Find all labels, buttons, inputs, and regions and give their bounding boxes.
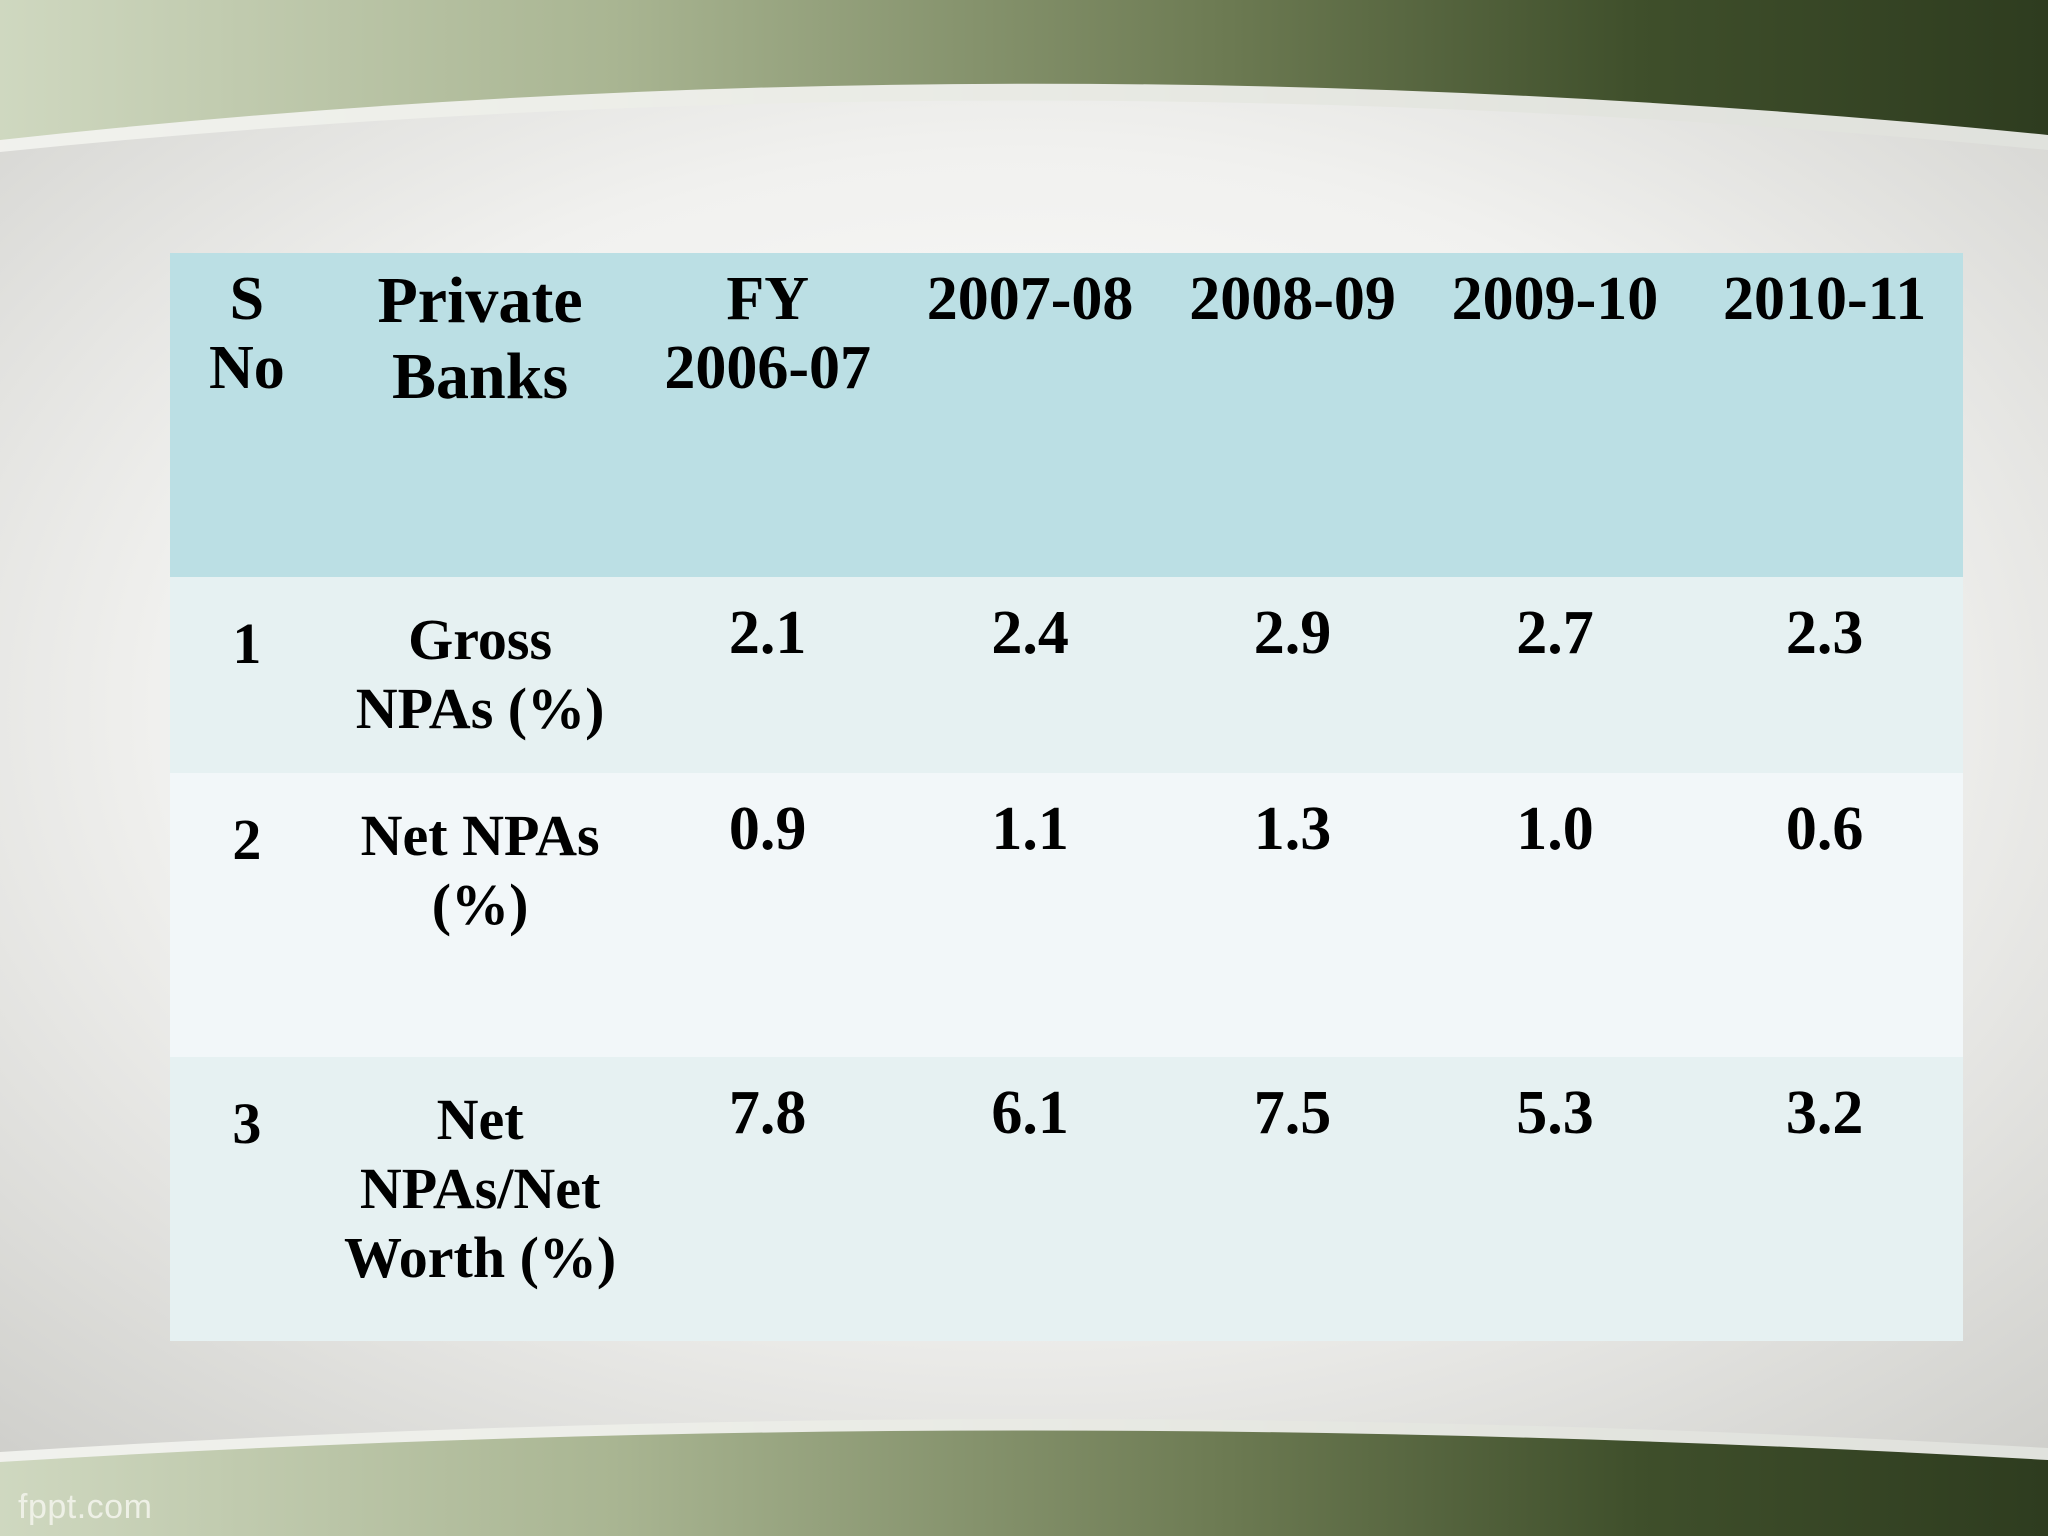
header-2008-09: 2008-09: [1189, 265, 1396, 333]
header-private-banks: Private Banks: [324, 253, 637, 577]
cell-value: 3.2: [1785, 1079, 1864, 1147]
row-label-line: (%): [431, 872, 529, 937]
row-label: Net NPAs/Net Worth (%): [324, 1057, 637, 1341]
cell-value: 2.4: [991, 599, 1069, 667]
header-fy-2006-07: FY 2006-07: [636, 253, 898, 577]
header-fy-line: 2006-07: [664, 334, 871, 402]
cell-value: 0.6: [1785, 795, 1864, 863]
row-label: Net NPAs (%): [324, 773, 637, 1057]
row-sno: 2: [232, 807, 262, 872]
cell-value: 2.9: [1253, 599, 1332, 667]
header-name-line: Banks: [392, 340, 569, 413]
watermark-text: fppt.com: [18, 1488, 153, 1526]
header-fy-line: FY: [726, 265, 809, 333]
table-header-row: S No Private Banks FY 2006-07 2007-08 20…: [170, 253, 1963, 577]
cell-value: 7.5: [1253, 1079, 1332, 1147]
row-label-line: Net: [436, 1087, 524, 1152]
row-label-line: NPAs/Net: [359, 1156, 601, 1221]
header-sno-line: S: [229, 265, 265, 333]
header-2010-11: 2010-11: [1722, 265, 1927, 333]
table-row: 3 Net NPAs/Net Worth (%) 7.8 6.1 7.5 5.3…: [170, 1057, 1963, 1341]
cell-value: 6.1: [991, 1079, 1069, 1147]
row-sno: 1: [232, 611, 262, 676]
header-name-line: Private: [377, 264, 583, 337]
cell-value: 2.3: [1785, 599, 1864, 667]
header-sno-line: No: [208, 334, 285, 402]
row-label-line: Worth (%): [343, 1225, 617, 1290]
cell-value: 1.1: [991, 795, 1069, 863]
cell-value: 2.7: [1516, 599, 1594, 667]
row-label-line: Gross: [408, 607, 553, 672]
table-row: 2 Net NPAs (%) 0.9 1.1 1.3 1.0 0.6: [170, 773, 1963, 1057]
cell-value: 2.1: [728, 599, 807, 667]
row-label-line: NPAs (%): [355, 676, 605, 741]
cell-value: 1.3: [1253, 795, 1332, 863]
npa-table: S No Private Banks FY 2006-07 2007-08 20…: [170, 253, 1963, 1341]
header-2009-10: 2009-10: [1451, 265, 1659, 333]
row-label-line: Net NPAs: [360, 803, 600, 868]
header-2007-08: 2007-08: [926, 265, 1134, 333]
row-sno: 3: [232, 1091, 262, 1156]
cell-value: 7.8: [728, 1079, 807, 1147]
cell-value: 0.9: [728, 795, 807, 863]
table-row: 1 Gross NPAs (%) 2.1 2.4 2.9 2.7 2.3: [170, 577, 1963, 773]
row-label: Gross NPAs (%): [324, 577, 637, 773]
cell-value: 1.0: [1516, 795, 1594, 863]
header-sno: S No: [170, 253, 324, 577]
cell-value: 5.3: [1516, 1079, 1594, 1147]
npa-table-container: S No Private Banks FY 2006-07 2007-08 20…: [170, 253, 1963, 1341]
